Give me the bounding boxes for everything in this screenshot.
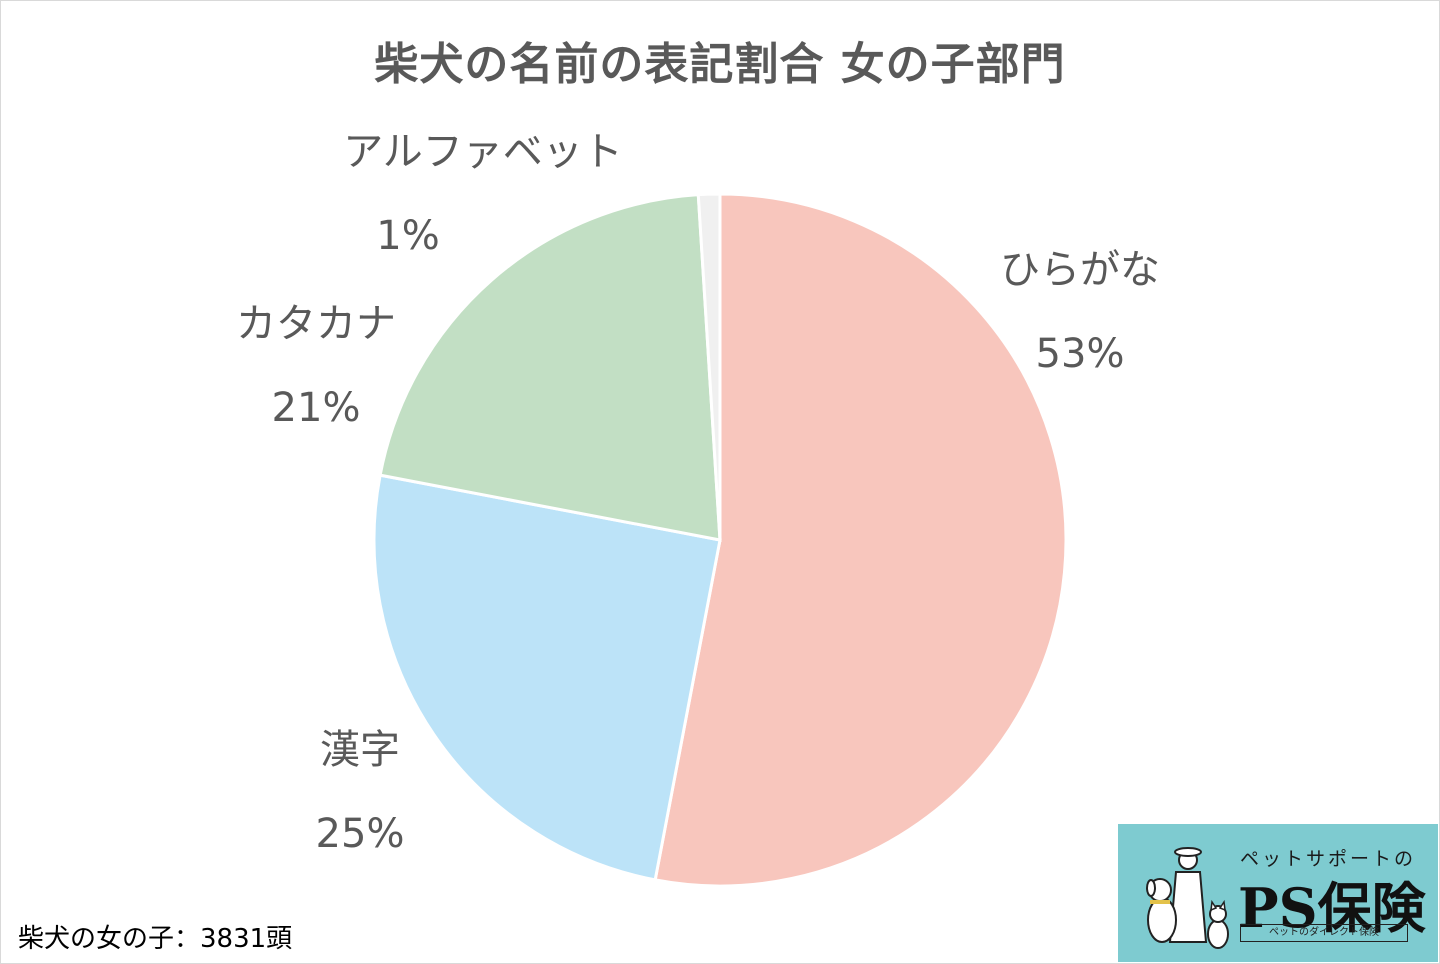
pie-slice-hiragana bbox=[653, 192, 1068, 888]
logo-subline: ペットのダイレクト保険 bbox=[1240, 924, 1408, 942]
slice-percent-katakana: 21% bbox=[271, 385, 361, 431]
pie-slice-kanji bbox=[372, 473, 722, 882]
slice-label-katakana: カタカナ 21% bbox=[224, 300, 408, 432]
slice-label-hiragana: ひらがな 53% bbox=[990, 246, 1170, 378]
ps-insurance-logo: ペットサポートの PS保険 ペットのダイレクト保険 bbox=[1118, 824, 1438, 962]
slice-percent-alphabet: 1% bbox=[376, 213, 440, 259]
slice-label-kanji: 漢字 25% bbox=[290, 726, 430, 858]
slice-label-alphabet: アルファベット 1% bbox=[330, 128, 636, 260]
slice-percent-kanji: 25% bbox=[315, 811, 405, 857]
slice-category-alphabet: アルファベット bbox=[343, 129, 623, 175]
chart-title: 柴犬の名前の表記割合 女の子部門 bbox=[374, 39, 1066, 90]
pie-slice-katakana bbox=[378, 193, 722, 542]
sample-size-note: 柴犬の女の子：3831頭 bbox=[18, 924, 293, 954]
pie-slice-alphabet bbox=[696, 192, 722, 541]
slice-percent-hiragana: 53% bbox=[1035, 331, 1125, 377]
pet-owner-illustration-icon bbox=[1146, 847, 1229, 949]
logo-tagline: ペットサポートの bbox=[1240, 848, 1417, 870]
slice-category-katakana: カタカナ bbox=[236, 301, 396, 347]
slice-category-hiragana: ひらがな bbox=[1000, 247, 1160, 293]
logo-brand: PS保険 bbox=[1238, 876, 1426, 940]
slice-category-kanji: 漢字 bbox=[320, 727, 400, 773]
